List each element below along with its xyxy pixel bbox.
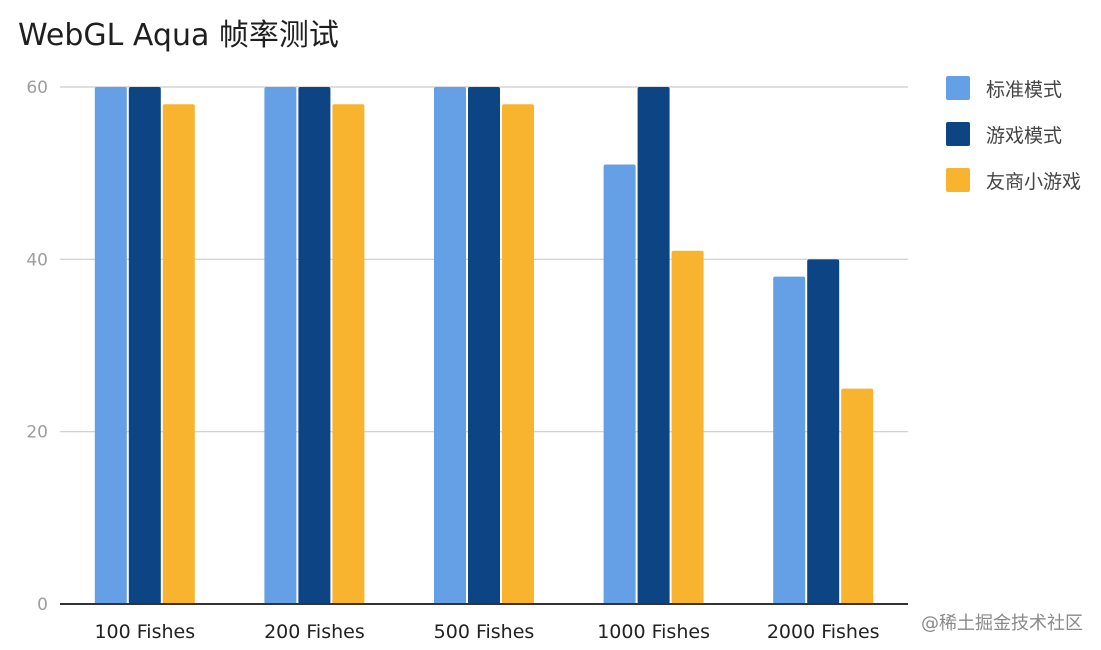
legend-label: 友商小游戏 — [986, 171, 1082, 193]
x-tick-label: 1000 Fishes — [597, 621, 710, 643]
bar — [94, 87, 127, 604]
y-tick-label: 40 — [26, 250, 48, 270]
chart-title: WebGL Aqua 帧率测试 — [18, 18, 339, 53]
bar — [671, 250, 704, 604]
x-tick-label: 100 Fishes — [94, 621, 195, 643]
bar — [128, 87, 161, 604]
bar — [637, 87, 670, 604]
legend-swatch — [946, 122, 970, 146]
bar — [502, 104, 534, 604]
y-tick-label: 0 — [37, 595, 48, 615]
bar — [807, 259, 840, 604]
bar — [332, 104, 365, 604]
x-tick-label: 500 Fishes — [434, 621, 535, 643]
legend-label: 标准模式 — [986, 79, 1063, 101]
bar — [162, 104, 195, 604]
x-tick-label: 200 Fishes — [264, 621, 365, 643]
bar — [773, 276, 806, 604]
watermark: @稀土掘金技术社区 — [921, 613, 1083, 634]
bar — [468, 87, 500, 604]
legend-label: 游戏模式 — [986, 125, 1063, 147]
bar — [603, 164, 636, 605]
bar — [434, 87, 466, 604]
bar — [841, 388, 874, 604]
legend-swatch — [946, 168, 970, 192]
bar — [298, 87, 331, 604]
x-tick-label: 2000 Fishes — [767, 621, 880, 643]
y-tick-label: 20 — [26, 423, 48, 443]
bar — [264, 87, 297, 604]
y-tick-label: 60 — [26, 78, 48, 98]
legend-swatch — [946, 76, 970, 100]
